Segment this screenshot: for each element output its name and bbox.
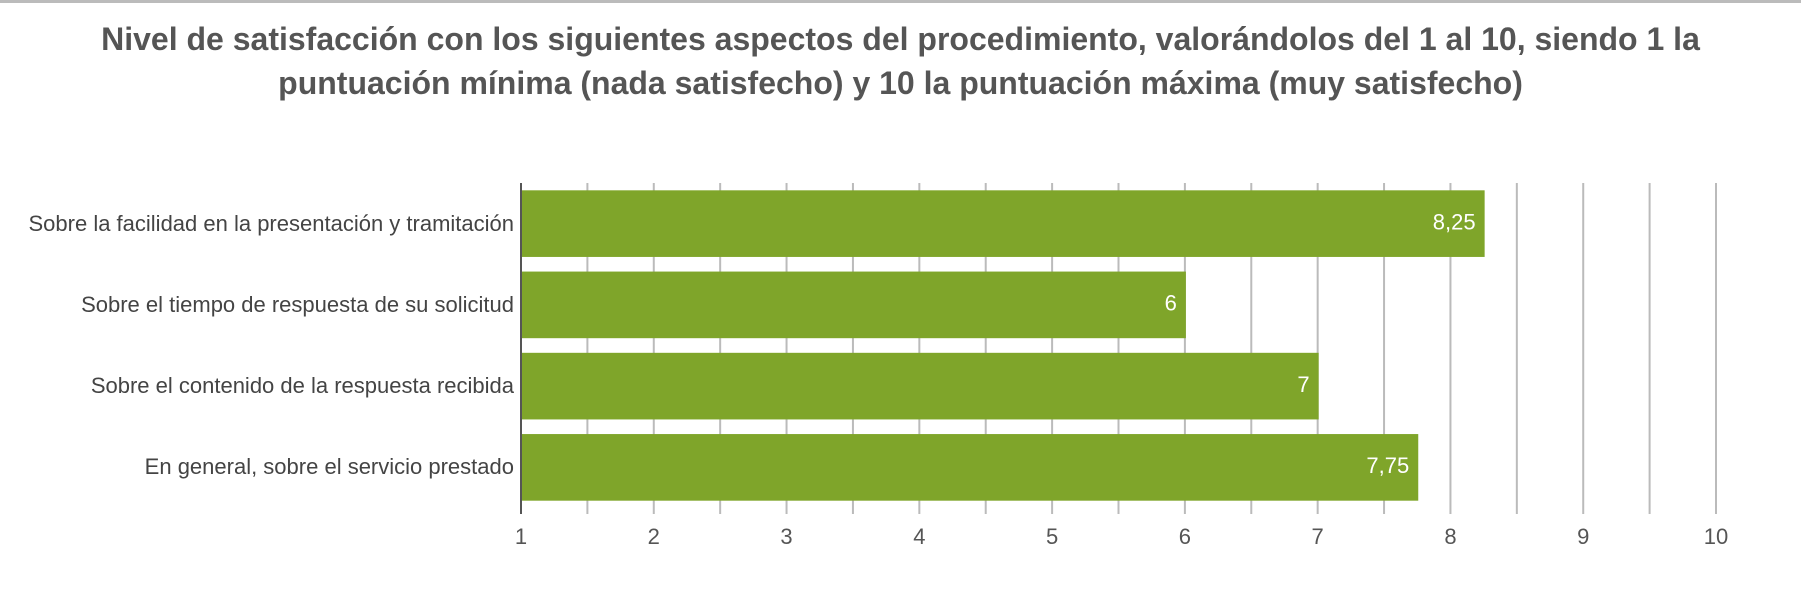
y-tick-label: Sobre el tiempo de respuesta de su solic… <box>81 291 514 317</box>
chart-title: Nivel de satisfacción con los siguientes… <box>101 21 1700 101</box>
data-label: 7,75 <box>1366 453 1409 478</box>
y-tick-label: Sobre el contenido de la respuesta recib… <box>90 373 514 399</box>
data-label: 8,25 <box>1433 209 1476 234</box>
bar <box>522 271 1186 339</box>
x-tick-label: 9 <box>1577 524 1589 549</box>
x-tick-label: 6 <box>1179 524 1191 549</box>
x-tick-label: 7 <box>1312 524 1324 549</box>
bar <box>522 190 1485 257</box>
data-label: 6 <box>1165 291 1177 316</box>
bar <box>522 352 1319 420</box>
bar <box>522 434 1419 501</box>
y-tick-label: Sobre la facilidad en la presentación y … <box>28 210 515 236</box>
y-tick-label: En general, sobre el servicio prestado <box>144 454 514 480</box>
chart: 1 2 3 4 5 6 7 8 9 10 8,25 6 7 7,75 <box>515 183 1728 549</box>
x-tick-label: 3 <box>780 524 792 549</box>
x-tick-label: 10 <box>1704 524 1728 549</box>
x-tick-label: 2 <box>648 524 660 549</box>
x-tick-label: 1 <box>515 524 527 549</box>
x-tick-label: 8 <box>1444 524 1456 549</box>
x-tick-label: 5 <box>1046 524 1058 549</box>
data-label: 7 <box>1297 372 1309 397</box>
x-tick-label: 4 <box>913 524 925 549</box>
